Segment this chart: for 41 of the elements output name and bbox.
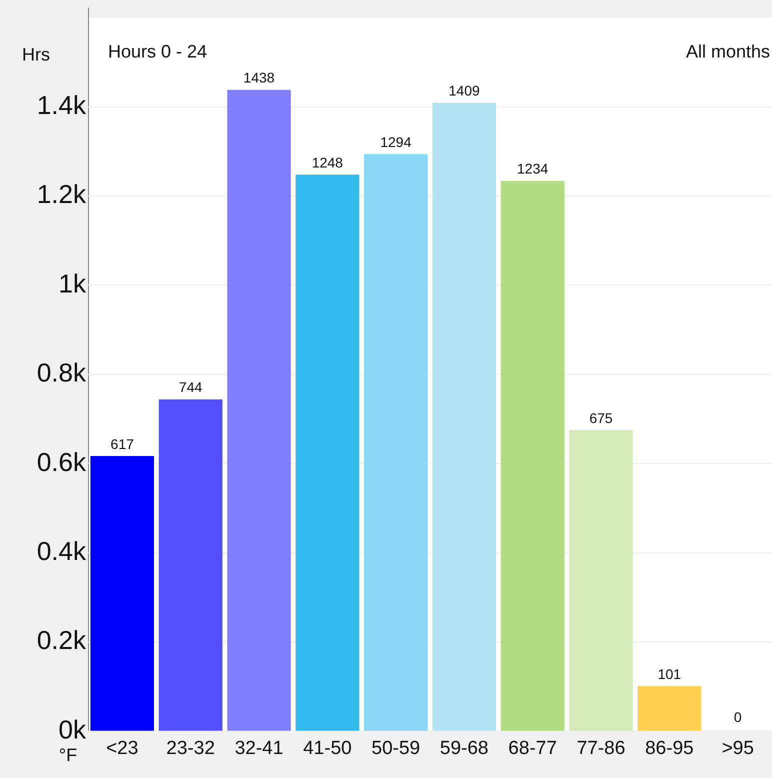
bar	[638, 686, 702, 731]
data-label: 1409	[448, 82, 480, 99]
data-label: 1234	[517, 160, 548, 177]
x-tick-label: 50-59	[371, 738, 420, 759]
data-label: 744	[178, 379, 202, 396]
data-label: 0	[734, 709, 742, 726]
y-tick-label: 0.2k	[36, 625, 87, 656]
y-tick-label: 0k	[58, 714, 87, 744]
data-label: 1248	[312, 154, 344, 170]
data-label: 1438	[243, 70, 275, 86]
y-tick-label: 0.4k	[36, 536, 87, 566]
y-tick-label: 1.4k	[36, 90, 87, 120]
bar	[227, 90, 291, 731]
bar	[432, 102, 496, 731]
annotation: All months	[686, 42, 770, 62]
x-tick-label: >95	[722, 738, 754, 759]
data-label: 101	[658, 666, 682, 682]
y-tick-label: 1.2k	[36, 179, 87, 210]
x-tick-label: 86-95	[645, 738, 694, 759]
x-tick-label: 41-50	[303, 738, 352, 759]
annotation: Hours 0 - 24	[108, 42, 208, 62]
x-tick-label: 77-86	[576, 738, 626, 759]
y-axis-title: Hrs	[22, 44, 50, 65]
bar	[364, 154, 428, 731]
x-axis-title: °F	[58, 745, 78, 766]
x-tick-label: 68-77	[508, 738, 557, 759]
data-label: 1294	[380, 134, 412, 150]
bar	[296, 174, 360, 731]
y-tick-label: 0.8k	[36, 358, 87, 388]
x-tick-label: 59-68	[440, 738, 489, 759]
bar	[500, 180, 564, 731]
y-tick-label: 1k	[58, 268, 87, 298]
bar	[90, 456, 154, 731]
x-tick-label: <23	[106, 738, 138, 759]
x-tick-label: 32-41	[234, 738, 284, 759]
x-tick-label: 23-32	[166, 738, 215, 759]
data-label: 617	[110, 436, 134, 452]
bar	[158, 399, 222, 731]
bar	[569, 430, 633, 731]
y-tick-label: 0.6k	[36, 446, 87, 477]
data-label: 675	[589, 410, 613, 426]
